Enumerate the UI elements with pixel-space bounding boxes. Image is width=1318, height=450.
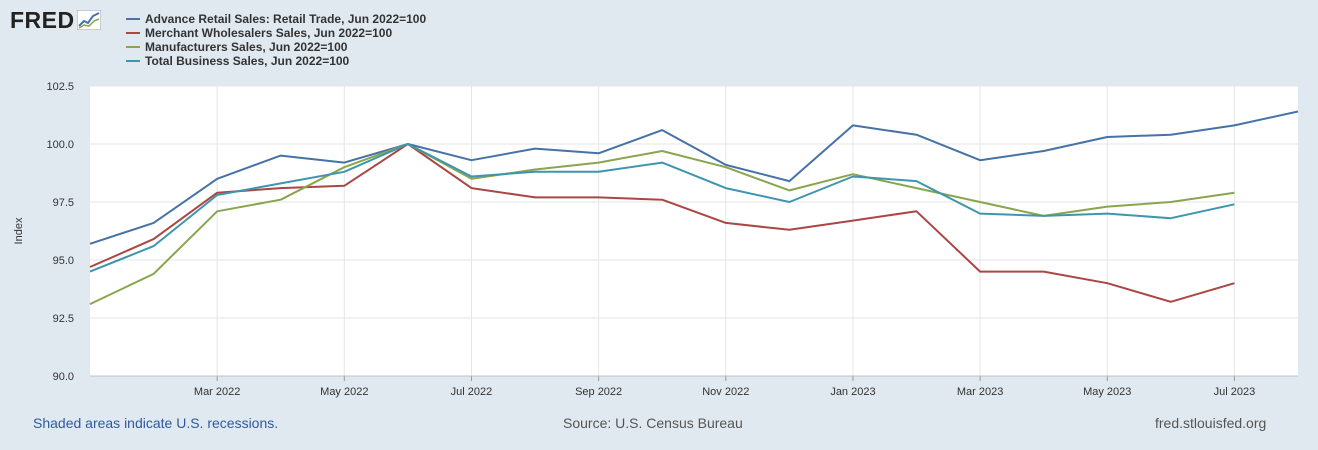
x-tick-label: Jul 2022 xyxy=(451,386,493,398)
series-line-retail[interactable] xyxy=(89,110,1299,245)
legend-item-manufacturers[interactable]: Manufacturers Sales, Jun 2022=100 xyxy=(126,40,426,54)
fred-site-link[interactable]: fred.stlouisfed.org xyxy=(1155,415,1267,431)
legend-swatch-retail xyxy=(126,18,140,20)
chart-legend: Advance Retail Sales: Retail Trade, Jun … xyxy=(126,12,426,68)
fred-logo[interactable]: FRED xyxy=(10,8,101,32)
line-chart: 90.0 92.5 95.0 97.5 100.0 102.5 Mar 2022 May 2… xyxy=(13,81,1299,398)
legend-item-total[interactable]: Total Business Sales, Jun 2022=100 xyxy=(126,54,426,68)
series-line-total[interactable] xyxy=(89,143,1235,273)
legend-label-wholesalers: Merchant Wholesalers Sales, Jun 2022=100 xyxy=(145,26,393,40)
x-tick-label: Jan 2023 xyxy=(830,386,875,398)
x-tick-label: Mar 2022 xyxy=(194,386,240,398)
series-line-wholesalers[interactable] xyxy=(89,143,1235,303)
y-tick-label: 90.0 xyxy=(53,371,74,383)
x-tick-label: May 2022 xyxy=(320,386,368,398)
y-tick-label: 97.5 xyxy=(53,197,74,209)
y-tick-label: 100.0 xyxy=(46,139,74,151)
plot-area xyxy=(90,86,1298,376)
y-axis-title: Index xyxy=(13,217,25,244)
legend-item-retail[interactable]: Advance Retail Sales: Retail Trade, Jun … xyxy=(126,12,426,26)
x-tick-label: Jul 2023 xyxy=(1214,386,1256,398)
y-axis-ticks: 90.0 92.5 95.0 97.5 100.0 102.5 xyxy=(46,81,74,383)
legend-label-manufacturers: Manufacturers Sales, Jun 2022=100 xyxy=(145,40,348,54)
legend-item-wholesalers[interactable]: Merchant Wholesalers Sales, Jun 2022=100 xyxy=(126,26,426,40)
legend-swatch-wholesalers xyxy=(126,32,140,34)
y-tick-label: 92.5 xyxy=(53,313,74,325)
y-tick-label: 102.5 xyxy=(46,81,74,93)
x-axis-ticks: Mar 2022 May 2022 Jul 2022 Sep 2022 Nov 2022… xyxy=(90,375,1298,398)
series-lines xyxy=(89,110,1299,306)
legend-label-retail: Advance Retail Sales: Retail Trade, Jun … xyxy=(145,12,427,26)
source-credit: Source: U.S. Census Bureau xyxy=(563,415,743,431)
y-tick-label: 95.0 xyxy=(53,255,74,267)
x-tick-label: Nov 2022 xyxy=(702,386,749,398)
x-tick-label: Mar 2023 xyxy=(957,386,1003,398)
fred-logo-text: FRED xyxy=(10,7,75,33)
legend-label-total: Total Business Sales, Jun 2022=100 xyxy=(145,54,350,68)
x-tick-label: May 2023 xyxy=(1083,386,1131,398)
legend-swatch-total xyxy=(126,60,140,62)
fred-chart-icon xyxy=(76,10,101,30)
recession-note: Shaded areas indicate U.S. recessions. xyxy=(33,415,279,431)
legend-swatch-manufacturers xyxy=(126,46,140,48)
x-tick-label: Sep 2022 xyxy=(575,386,622,398)
